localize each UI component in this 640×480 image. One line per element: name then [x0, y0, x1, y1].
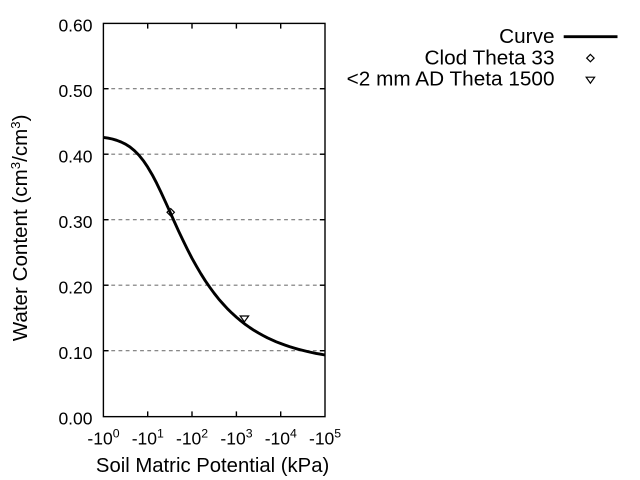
svg-text:-101: -101 [132, 427, 164, 449]
svg-text:0.30: 0.30 [58, 212, 92, 232]
svg-text:-102: -102 [176, 427, 208, 449]
svg-text:<2 mm AD Theta 1500: <2 mm AD Theta 1500 [347, 68, 555, 91]
svg-text:-105: -105 [309, 427, 341, 449]
svg-text:Clod Theta 33: Clod Theta 33 [425, 47, 555, 70]
svg-text:-103: -103 [220, 427, 252, 449]
svg-text:-104: -104 [265, 427, 297, 449]
svg-text:0.00: 0.00 [58, 408, 92, 428]
svg-text:Curve: Curve [499, 25, 554, 48]
svg-text:0.40: 0.40 [58, 147, 92, 167]
svg-text:0.20: 0.20 [58, 277, 92, 297]
svg-text:-100: -100 [87, 427, 119, 449]
svg-text:0.50: 0.50 [58, 81, 92, 101]
svg-text:Soil Matric Potential (kPa): Soil Matric Potential (kPa) [96, 455, 329, 477]
svg-text:0.60: 0.60 [58, 16, 92, 36]
svg-text:Water Content (cm3/cm3): Water Content (cm3/cm3) [8, 115, 32, 342]
svg-text:0.10: 0.10 [58, 343, 92, 363]
